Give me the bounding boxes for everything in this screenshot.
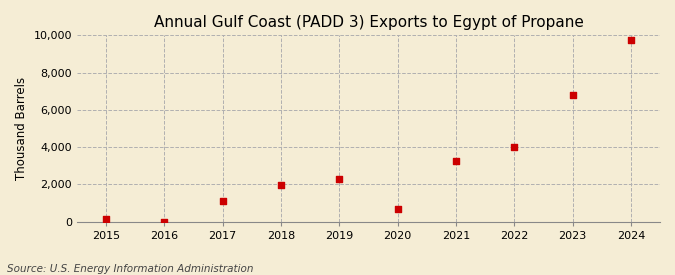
Point <box>567 93 578 97</box>
Point <box>626 38 637 42</box>
Point <box>334 177 345 181</box>
Text: Source: U.S. Energy Information Administration: Source: U.S. Energy Information Administ… <box>7 264 253 274</box>
Title: Annual Gulf Coast (PADD 3) Exports to Egypt of Propane: Annual Gulf Coast (PADD 3) Exports to Eg… <box>153 15 583 30</box>
Point <box>101 217 111 221</box>
Point <box>159 219 170 224</box>
Point <box>217 199 228 204</box>
Y-axis label: Thousand Barrels: Thousand Barrels <box>15 77 28 180</box>
Point <box>450 159 461 163</box>
Point <box>509 145 520 149</box>
Point <box>392 207 403 211</box>
Point <box>275 183 286 188</box>
